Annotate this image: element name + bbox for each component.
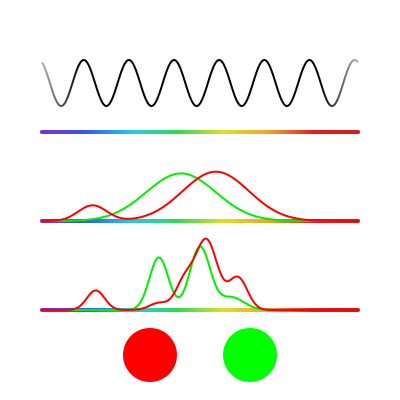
green-response-curve [42,245,358,311]
red-response-curve [41,170,358,222]
green-response-curve [42,172,358,222]
red-indicator [123,328,177,382]
spectrum-bar-1-panel [40,130,360,134]
detailed-response-panel [40,237,360,312]
sine-wave [41,58,359,108]
green-indicator [223,328,277,382]
spectrum-bar [40,130,360,134]
indicator-panel [123,328,277,382]
sine-wave-panel [41,58,359,108]
smooth-response-panel [40,170,360,223]
red-response-curve [42,237,358,311]
